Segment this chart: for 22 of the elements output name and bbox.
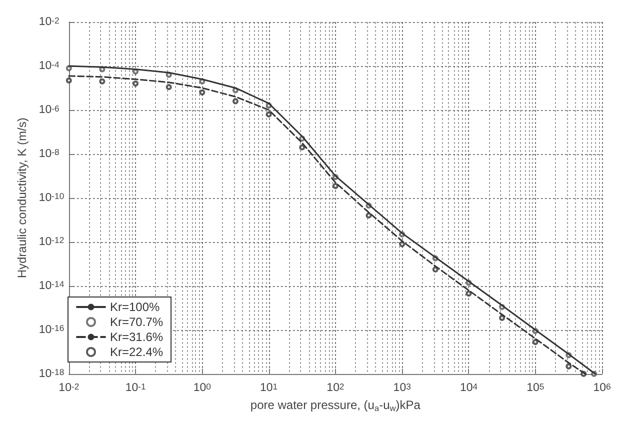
point	[432, 266, 438, 272]
point	[66, 77, 72, 84]
legend-label: Kr=22.4%	[110, 345, 164, 359]
y-axis-title: Hydraulic conductivity, K (m/s)	[15, 118, 29, 278]
point	[266, 111, 272, 118]
legend-label: Kr=100%	[110, 300, 160, 314]
point	[466, 290, 472, 297]
point	[532, 339, 538, 346]
point	[566, 363, 572, 370]
point	[232, 98, 238, 104]
point	[299, 144, 306, 150]
point	[99, 78, 106, 84]
point	[499, 314, 506, 321]
point	[132, 68, 139, 75]
point	[199, 89, 206, 96]
legend-label: Kr=31.6%	[110, 330, 164, 344]
point	[332, 182, 338, 189]
legend-label: Kr=70.7%	[110, 315, 164, 329]
point	[399, 241, 406, 248]
point	[166, 84, 172, 90]
point	[132, 80, 139, 86]
point	[366, 212, 372, 218]
